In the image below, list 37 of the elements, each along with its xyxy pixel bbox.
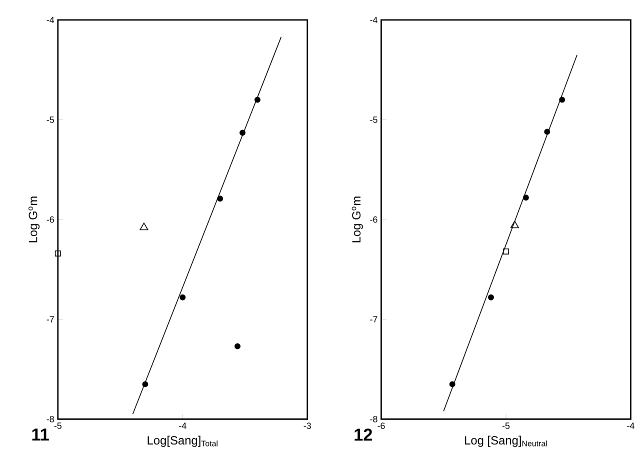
y-axis-title: Log G$^{o}$m xyxy=(352,196,363,242)
point xyxy=(254,96,260,103)
y-tick-label: -8 xyxy=(46,416,54,422)
point xyxy=(54,250,61,256)
y-tick-label: -6 xyxy=(370,216,378,223)
y-tick-label: -5 xyxy=(370,116,378,123)
text: 11 xyxy=(32,428,49,440)
x-tick-label: -3 xyxy=(304,422,311,429)
point xyxy=(544,128,550,135)
point xyxy=(217,196,224,202)
y-tick-label: -8 xyxy=(370,416,378,422)
y-tick-label: -6 xyxy=(46,216,54,223)
y-tick-label: -4 xyxy=(46,16,54,24)
point xyxy=(240,130,246,136)
x-tick-label: -4 xyxy=(179,422,186,429)
point xyxy=(510,220,519,228)
point xyxy=(522,194,529,201)
x-axis-title: Log[Sang]$_{Total}$ xyxy=(148,436,218,447)
point xyxy=(142,381,148,388)
x-tick-label: -5 xyxy=(54,422,62,429)
y-tick-label: -5 xyxy=(46,116,54,123)
x-tick-label: -6 xyxy=(378,422,385,429)
point xyxy=(488,294,494,300)
point xyxy=(559,96,566,103)
point xyxy=(234,343,241,350)
x-tick-label: -5 xyxy=(502,422,510,429)
point xyxy=(140,222,148,230)
x-tick-label: -4 xyxy=(627,422,634,429)
point xyxy=(449,381,456,388)
y-axis-title: Log G$^{o}$m xyxy=(28,196,40,242)
point xyxy=(502,248,509,254)
x-axis-title: Log [Sang]$_{Neutral}$ xyxy=(465,436,547,447)
y-tick-label: -7 xyxy=(46,316,54,322)
y-tick-label: -4 xyxy=(370,16,378,24)
point xyxy=(180,294,186,300)
y-tick-label: -7 xyxy=(370,316,378,322)
text: 12 xyxy=(354,428,372,441)
